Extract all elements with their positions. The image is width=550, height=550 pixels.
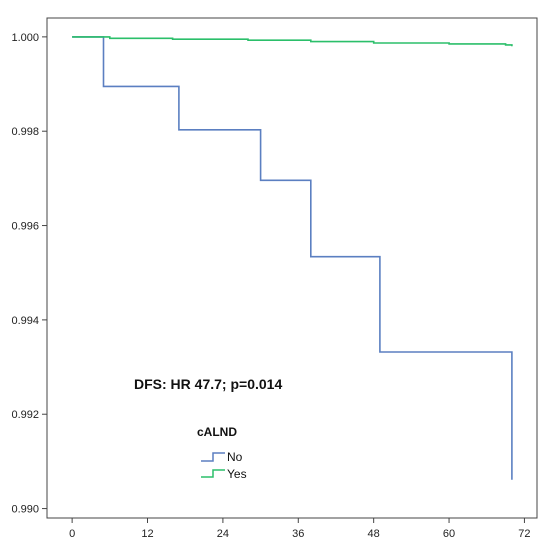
series-line-yes [72, 36, 513, 47]
legend-label-no: No [227, 450, 243, 464]
series-line-no [72, 36, 513, 480]
dfs-annotation: DFS: HR 47.7; p=0.014 [134, 376, 282, 392]
y-tick-label: 0.998 [11, 126, 39, 138]
y-tick-label: 0.992 [11, 409, 39, 421]
x-tick-label: 60 [443, 528, 455, 540]
x-tick-label: 12 [141, 528, 153, 540]
legend-title: cALND [197, 425, 237, 439]
y-tick-label: 1.000 [11, 32, 39, 44]
x-tick-label: 0 [69, 528, 75, 540]
y-tick-label: 0.994 [11, 315, 39, 327]
series-group [72, 36, 513, 480]
legend-swatch-no [201, 452, 225, 462]
x-tick-label: 24 [217, 528, 229, 540]
x-tick-label: 36 [292, 528, 304, 540]
plot-frame [46, 17, 538, 519]
legend-swatch-yes [201, 469, 225, 478]
y-tick-label: 0.996 [11, 221, 39, 233]
x-tick-label: 72 [518, 528, 530, 540]
legend-label-yes: Yes [227, 467, 247, 481]
y-tick-label: 0.990 [11, 504, 39, 516]
axis-ticks: 0 12 24 36 48 60 72 0.990 0.992 0.994 0.996 0.998 1.… [11, 32, 530, 540]
legend: cALND No Yes [197, 425, 247, 481]
x-tick-label: 48 [368, 528, 380, 540]
